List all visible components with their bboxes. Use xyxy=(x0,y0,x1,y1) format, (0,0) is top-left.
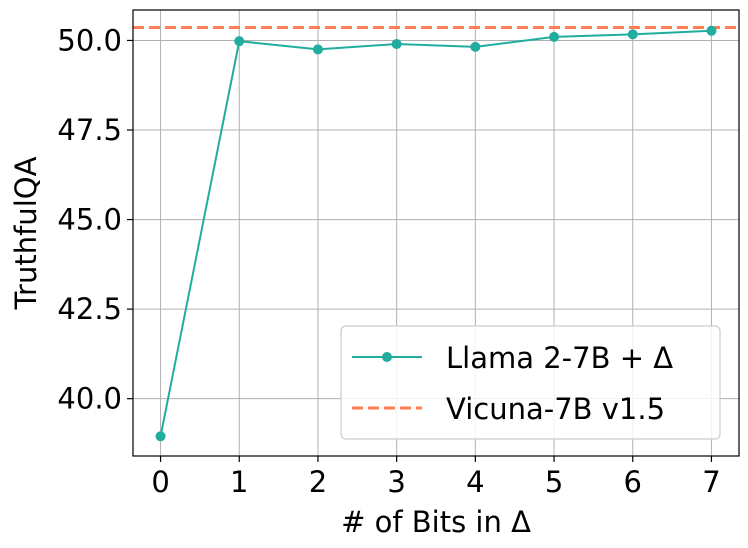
y-tick-label: 40.0 xyxy=(57,382,122,416)
llama-data-point xyxy=(312,44,323,55)
x-tick-label: 3 xyxy=(387,465,405,499)
y-axis-label: TruthfulQA xyxy=(9,156,43,310)
x-tick-label: 0 xyxy=(151,465,169,499)
legend: Llama 2-7B + Δ Vicuna-7B v1.5 xyxy=(340,325,721,440)
llama-data-point xyxy=(234,36,245,47)
llama-data-point xyxy=(549,31,560,42)
y-tick-label: 45.0 xyxy=(57,203,122,237)
legend-label-vicuna: Vicuna-7B v1.5 xyxy=(446,392,665,426)
llama-data-point xyxy=(627,29,638,40)
llama-data-point xyxy=(706,25,717,36)
plot-frame xyxy=(132,9,740,457)
y-tick-label: 42.5 xyxy=(57,292,122,326)
x-tick-label: 2 xyxy=(309,465,327,499)
legend-box xyxy=(340,325,721,440)
x-axis-label: # of Bits in Δ xyxy=(341,505,531,539)
x-tick-label: 1 xyxy=(230,465,248,499)
legend-label-llama: Llama 2-7B + Δ xyxy=(446,341,673,375)
x-tick-label: 6 xyxy=(624,465,642,499)
x-tick-label: 7 xyxy=(702,465,720,499)
llama-data-point xyxy=(155,431,166,442)
legend-marker-llama xyxy=(382,352,392,362)
llama-data-point xyxy=(470,41,481,52)
x-tick-label: 4 xyxy=(466,465,484,499)
y-tick-label: 50.0 xyxy=(57,23,122,57)
y-axis-ticks: 40.0 42.5 45.0 47.5 50.0 xyxy=(57,23,133,416)
x-tick-label: 5 xyxy=(545,465,563,499)
llama-data-point xyxy=(391,39,402,50)
llama-series-line xyxy=(159,29,712,437)
y-tick-label: 47.5 xyxy=(57,113,122,147)
data-series xyxy=(155,25,717,442)
x-axis-ticks: 0 1 2 3 4 5 6 7 xyxy=(151,456,721,499)
